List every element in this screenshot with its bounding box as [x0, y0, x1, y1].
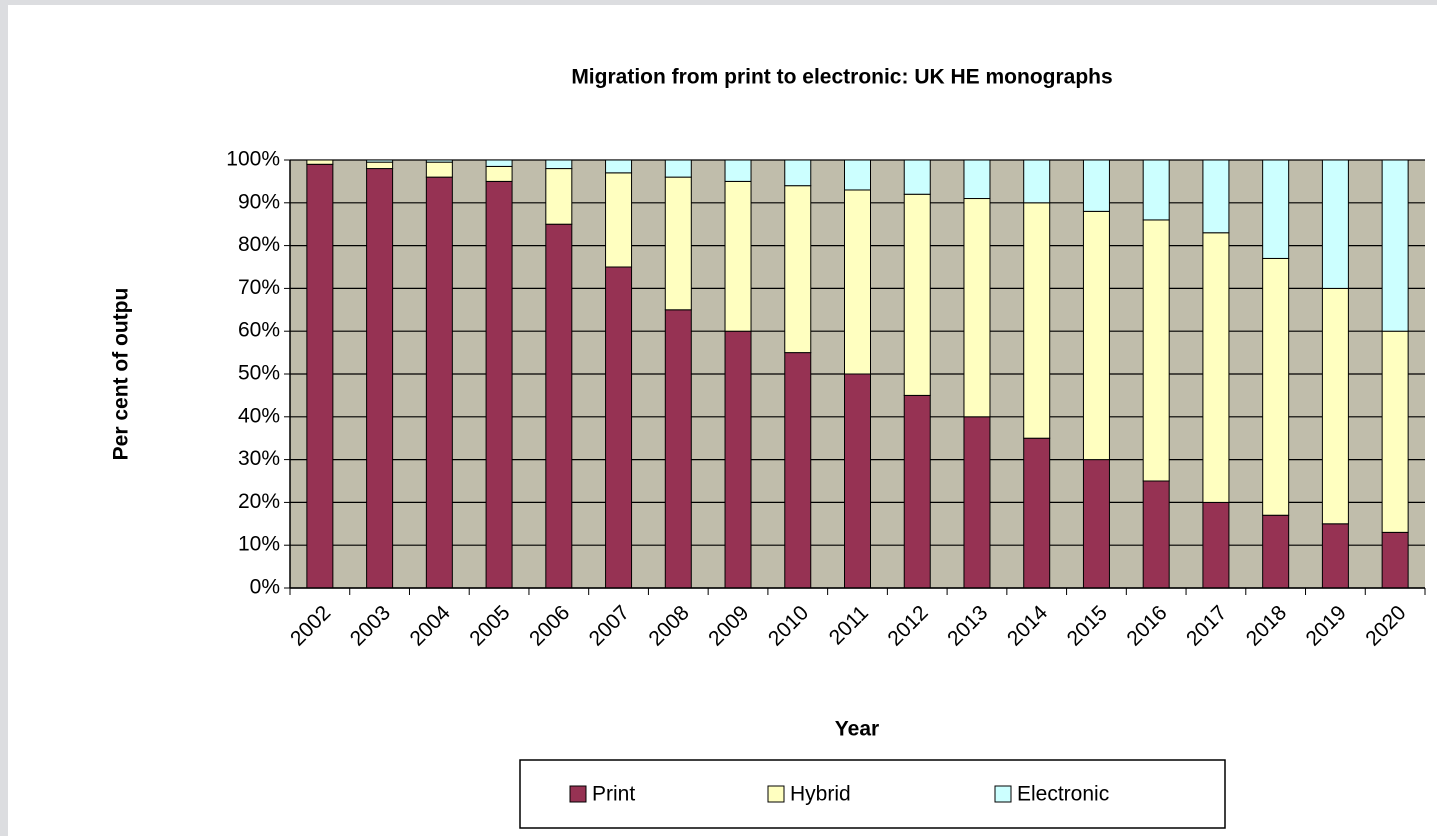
bar-segment [1202, 159, 1230, 234]
bar-segment [1082, 459, 1110, 589]
y-tick-label: 30% [238, 447, 280, 470]
bar-segment [1381, 159, 1409, 332]
bar-segment [903, 394, 931, 589]
legend-label: Electronic [1017, 783, 1109, 806]
bar-segment [425, 161, 453, 178]
bar-segment [485, 180, 513, 589]
legend [519, 759, 1226, 829]
bar-segment [366, 159, 394, 163]
y-tick-label: 60% [238, 319, 280, 342]
legend-label: Print [592, 783, 635, 806]
legend-swatch [994, 785, 1012, 803]
bar-segment [963, 198, 991, 418]
bar-segment [1202, 232, 1230, 503]
bar-segment [1023, 159, 1051, 204]
legend-swatch [569, 785, 587, 803]
bar-segment [1381, 330, 1409, 533]
bar-segment [366, 161, 394, 170]
bar-segment [1321, 523, 1349, 589]
bar-segment [1142, 159, 1170, 221]
bar-segment [724, 180, 752, 332]
bar-segment [903, 159, 931, 195]
bar-segment [1082, 210, 1110, 461]
bar-segment [844, 373, 871, 589]
bar-segment [605, 159, 633, 174]
bar-segment [1321, 159, 1349, 289]
bar-segment [306, 159, 334, 165]
bar-segment [485, 159, 513, 167]
bar-segment [963, 416, 991, 589]
bar-segment [425, 159, 453, 163]
bar-segment [545, 168, 573, 225]
y-axis-label: Per cent of outpu [110, 288, 133, 461]
bar-segment [1082, 159, 1110, 212]
y-tick-label: 20% [238, 490, 280, 513]
x-axis-label: Year [835, 718, 879, 741]
bar-segment [1381, 531, 1409, 589]
bar-segment [903, 193, 931, 396]
bar-segment [784, 159, 812, 187]
bar-segment [1262, 514, 1290, 589]
bar-segment [1321, 287, 1349, 525]
y-tick-label: 50% [238, 362, 280, 385]
bar-segment [664, 159, 692, 178]
bar-segment [664, 309, 692, 589]
bar-segment [605, 266, 633, 589]
bar-segment [963, 159, 991, 200]
bar-segment [784, 185, 812, 354]
bar-segment [844, 189, 871, 375]
bar-segment [1262, 159, 1290, 259]
bar-segment [1142, 219, 1170, 482]
bar-segment [844, 159, 871, 191]
y-tick-label: 0% [250, 576, 280, 599]
bar-segment [605, 172, 633, 268]
bar-segment [366, 168, 394, 589]
legend-label: Hybrid [790, 783, 851, 806]
bar-segment [784, 352, 812, 589]
bar-segment [306, 163, 334, 589]
y-tick-label: 70% [238, 276, 280, 299]
bar-segment [485, 165, 513, 182]
y-tick-label: 40% [238, 404, 280, 427]
bar-segment [1023, 437, 1051, 589]
y-tick-label: 80% [238, 233, 280, 256]
bar-segment [425, 176, 453, 589]
bar-segment [545, 223, 573, 589]
y-tick-label: 10% [238, 533, 280, 556]
bar-segment [1023, 202, 1051, 439]
bar-segment [1142, 480, 1170, 589]
bar-segment [724, 159, 752, 182]
bar-segment [1262, 257, 1290, 516]
bar-segment [664, 176, 692, 311]
bar-segment [724, 330, 752, 589]
bar-segment [545, 159, 573, 170]
y-tick-label: 90% [238, 190, 280, 213]
bar-segment [1202, 501, 1230, 589]
chart-title: Migration from print to electronic: UK H… [571, 66, 1112, 89]
legend-swatch [767, 785, 785, 803]
y-tick-label: 100% [226, 148, 280, 171]
